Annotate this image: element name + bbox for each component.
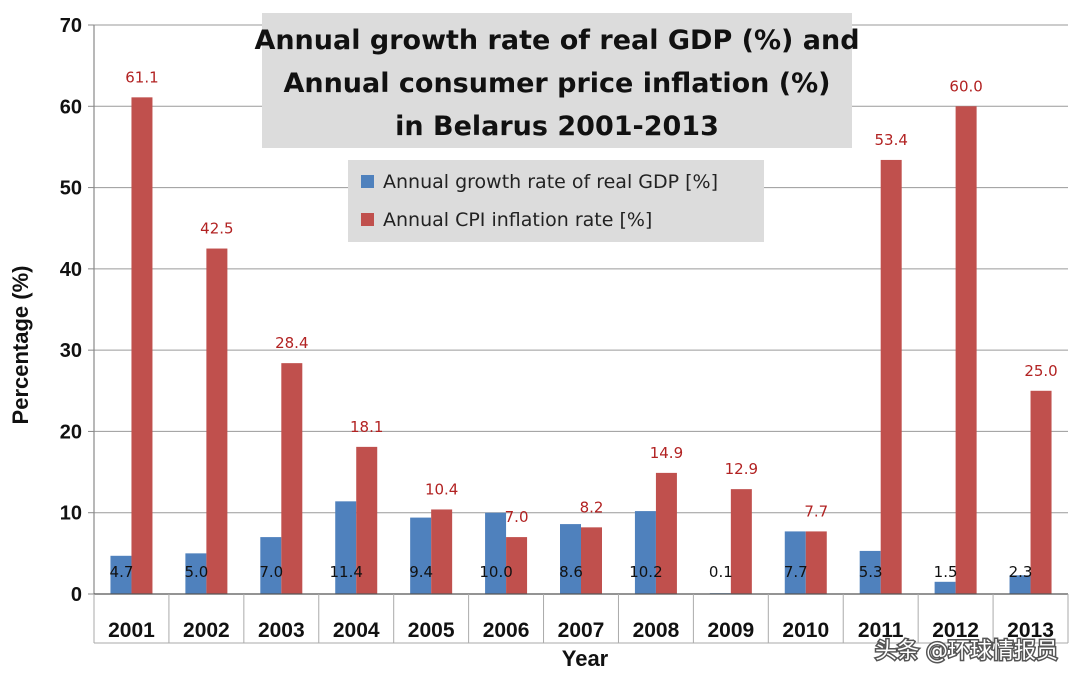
- legend-label-cpi: Annual CPI inflation rate [%]: [383, 209, 652, 231]
- label-gdp-2013: 2.3: [1009, 563, 1033, 581]
- title-line-2: Annual consumer price inflation (%): [283, 68, 830, 99]
- label-gdp-2011: 5.3: [859, 563, 883, 581]
- x-tick-label: 2002: [183, 619, 230, 642]
- bar-gdp-2011: [859, 550, 881, 594]
- label-cpi-2007: 8.2: [580, 498, 604, 516]
- label-cpi-2013: 25.0: [1024, 362, 1057, 380]
- label-cpi-2002: 42.5: [200, 220, 233, 238]
- label-gdp-2008: 10.2: [629, 563, 662, 581]
- bar-gdp-2004: [335, 501, 357, 594]
- bar-gdp-2007: [560, 524, 581, 594]
- legend-label-gdp: Annual growth rate of real GDP [%]: [383, 171, 718, 193]
- x-tick-label: 2013: [1007, 619, 1054, 642]
- label-cpi-2008: 14.9: [650, 444, 683, 462]
- bar-cpi-2007: [581, 527, 602, 594]
- x-tick-label: 2005: [408, 619, 455, 642]
- label-gdp-2010: 7.7: [784, 563, 808, 581]
- x-axis-title: Year: [562, 646, 609, 671]
- bar-gdp-2012: [934, 581, 956, 594]
- y-tick-label: 70: [60, 15, 82, 37]
- label-gdp-2004: 11.4: [330, 563, 363, 581]
- label-gdp-2007: 8.6: [559, 563, 583, 581]
- x-tick-label: 2010: [782, 619, 829, 642]
- title-line-1: Annual growth rate of real GDP (%) and: [254, 25, 859, 56]
- watermark: 头条 @环球情报员: [874, 638, 1060, 666]
- bar-cpi-2008: [655, 472, 677, 594]
- label-cpi-2005: 10.4: [425, 480, 458, 498]
- legend-swatch-gdp: [361, 175, 374, 188]
- bar-cpi-2003: [281, 363, 303, 594]
- label-cpi-2012: 60.0: [949, 77, 982, 95]
- bar-gdp-2013: [1009, 575, 1031, 594]
- bar-cpi-2005: [431, 509, 453, 594]
- bar-cpi-2004: [356, 446, 378, 594]
- title-line-3: in Belarus 2001-2013: [395, 111, 719, 142]
- bar-gdp-2002: [185, 553, 207, 594]
- y-axis-ticks: 0 10 20 30 40 50 60 70: [60, 15, 94, 606]
- bars: [110, 97, 1052, 595]
- y-tick-label: 60: [60, 96, 82, 118]
- legend-box: [348, 160, 764, 242]
- chart-title: Annual growth rate of real GDP (%) and A…: [254, 13, 860, 148]
- axes: [93, 25, 1068, 595]
- bar-cpi-2011: [880, 159, 902, 595]
- x-tick-label: 2011: [858, 619, 904, 642]
- label-cpi-2011: 53.4: [874, 131, 907, 149]
- label-gdp-2001: 4.7: [110, 563, 134, 581]
- y-tick-label: 30: [60, 340, 82, 362]
- x-tick-label: 2006: [483, 619, 530, 642]
- x-axis-ticks: 2001 2002 2003 2004 2005 2006 2007 2008 2009 2010…: [93, 594, 1069, 644]
- x-tick-label: 2012: [932, 619, 979, 642]
- label-gdp-2006: 10.0: [479, 563, 512, 581]
- legend: Annual growth rate of real GDP [%] Annua…: [348, 160, 764, 242]
- x-tick-label: 2004: [333, 619, 380, 642]
- bar-gdp-2005: [410, 517, 432, 594]
- x-tick-label: 2001: [108, 619, 155, 642]
- bar-gdp-2010: [784, 531, 806, 594]
- label-gdp-2002: 5.0: [184, 563, 208, 581]
- bar-cpi-2001: [131, 97, 153, 594]
- label-cpi-2006: 7.0: [505, 508, 529, 526]
- bar-gdp-2008: [634, 511, 656, 594]
- label-gdp-2005: 9.4: [409, 563, 433, 581]
- bar-cpi-2002: [206, 248, 228, 595]
- x-tick-label: 2008: [633, 619, 680, 642]
- bar-cpi-2012: [955, 106, 977, 595]
- bar-gdp-2001: [110, 555, 132, 594]
- label-gdp-2003: 7.0: [259, 563, 283, 581]
- bar-cpi-2009: [730, 489, 752, 594]
- label-cpi-2009: 12.9: [725, 460, 758, 478]
- y-tick-label: 0: [71, 584, 82, 606]
- y-tick-label: 40: [60, 259, 82, 281]
- y-tick-label: 50: [60, 178, 82, 200]
- y-tick-label: 20: [60, 421, 82, 443]
- x-tick-label: 2003: [258, 619, 305, 642]
- watermark-text: 头条 @环球情报员: [875, 639, 1058, 664]
- x-tick-label: 2009: [707, 619, 754, 642]
- label-cpi-2010: 7.7: [804, 502, 828, 520]
- y-tick-label: 10: [60, 503, 82, 525]
- bar-cpi-2010: [805, 531, 827, 594]
- bar-gdp-2003: [260, 537, 282, 594]
- x-tick-label: 2007: [558, 619, 605, 642]
- title-box: [262, 13, 852, 148]
- label-gdp-2009: 0.1: [709, 563, 733, 581]
- legend-swatch-cpi: [361, 213, 374, 226]
- label-gdp-2012: 1.5: [934, 563, 958, 581]
- bar-cpi-2006: [506, 537, 528, 594]
- y-axis-title: Percentage (%): [8, 266, 33, 425]
- data-labels: 4.7 61.1 5.0 42.5 7.0 28.4 11.4 18.1 9.4 10.4 10.0…: [110, 68, 1058, 581]
- bar-gdp-2006: [485, 512, 507, 594]
- label-cpi-2003: 28.4: [275, 334, 308, 352]
- label-cpi-2001: 61.1: [125, 68, 158, 86]
- bar-cpi-2013: [1030, 390, 1052, 594]
- label-cpi-2004: 18.1: [350, 418, 383, 436]
